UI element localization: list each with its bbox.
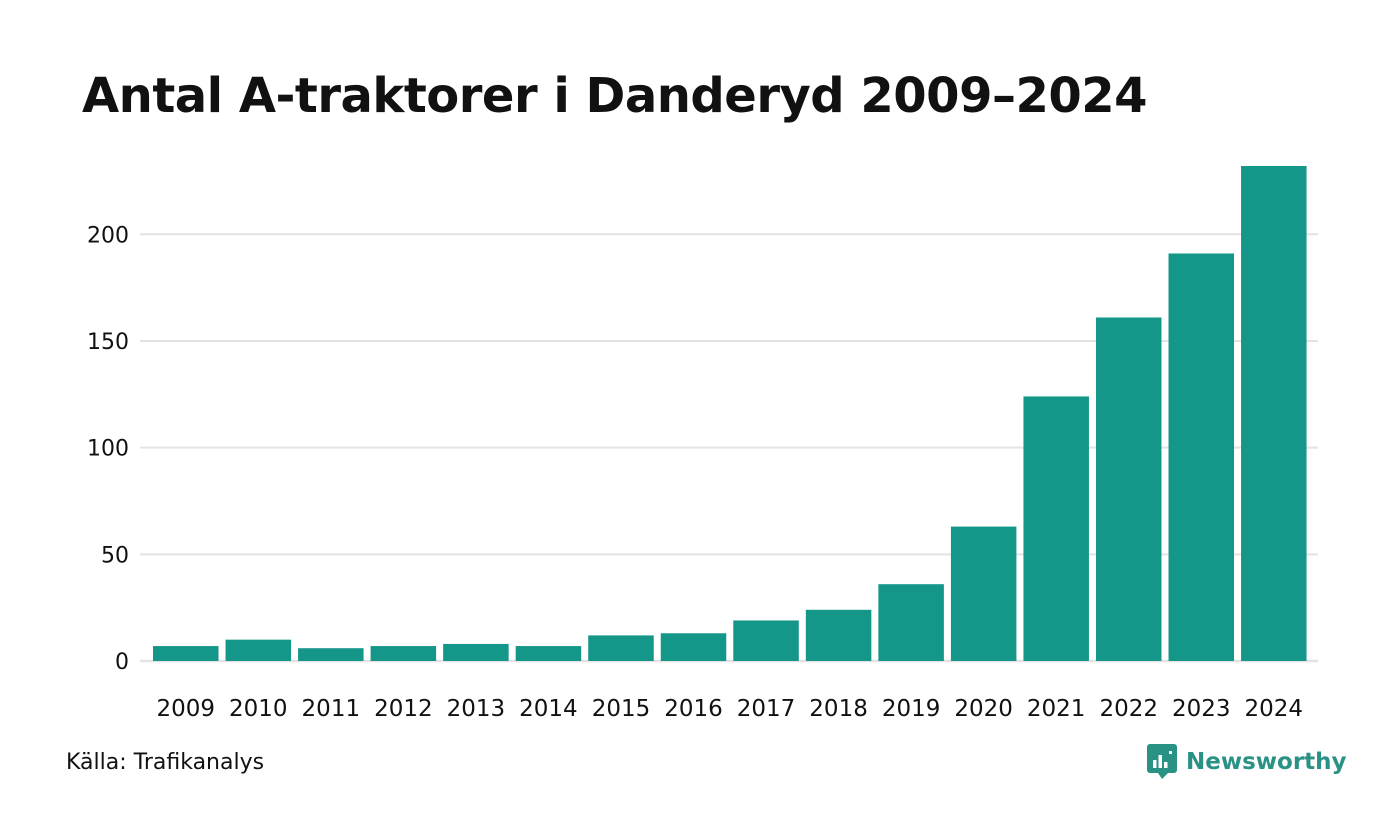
x-tick-label: 2017 <box>737 696 796 722</box>
bar-2016[interactable] <box>660 633 727 661</box>
x-tick-label: 2014 <box>519 696 578 722</box>
bars <box>153 166 1307 661</box>
x-tick-label: 2022 <box>1099 696 1158 722</box>
brand-logo[interactable]: Newsworthy <box>1147 744 1347 780</box>
bar-2013[interactable] <box>443 643 509 661</box>
bar-2012[interactable] <box>370 646 437 661</box>
brand-name: Newsworthy <box>1186 749 1347 775</box>
x-tick-label: 2024 <box>1245 696 1304 722</box>
bar-2023[interactable] <box>1168 253 1235 661</box>
x-tick-label: 2019 <box>882 696 941 722</box>
x-tick-label: 2023 <box>1172 696 1231 722</box>
chart-title: Antal A-traktorer i Danderyd 2009–2024 <box>82 68 1148 124</box>
bar-2024[interactable] <box>1241 166 1307 661</box>
x-tick-label: 2018 <box>809 696 868 722</box>
y-axis-ticks: 0 50 100 150 200 <box>87 223 129 675</box>
bar-2017[interactable] <box>733 620 799 661</box>
x-tick-label: 2020 <box>954 696 1013 722</box>
x-tick-label: 2010 <box>229 696 288 722</box>
bar-2014[interactable] <box>515 646 582 661</box>
bar-2009[interactable] <box>153 646 219 661</box>
x-tick-label: 2011 <box>302 696 361 722</box>
x-tick-label: 2016 <box>664 696 723 722</box>
x-tick-label: 2009 <box>156 696 215 722</box>
bar-chart: 0 50 100 150 200 2009 2010 2011 2012 2013 2014 201… <box>87 166 1318 722</box>
x-tick-label: 2013 <box>447 696 506 722</box>
y-tick-label: 50 <box>101 543 129 568</box>
bar-2021[interactable] <box>1023 396 1089 661</box>
bar-2011[interactable] <box>298 648 364 661</box>
y-tick-label: 100 <box>87 437 129 462</box>
bar-2015[interactable] <box>588 635 654 661</box>
x-axis-ticks: 2009 2010 2011 2012 2013 2014 2015 2016 2017 2018… <box>156 696 1303 722</box>
bar-2010[interactable] <box>225 639 292 661</box>
bar-2020[interactable] <box>950 526 1017 661</box>
y-tick-label: 150 <box>87 330 129 355</box>
newsworthy-logo-icon <box>1147 744 1177 779</box>
y-tick-label: 0 <box>115 650 129 675</box>
bar-2019[interactable] <box>878 584 944 661</box>
source-note: Källa: Trafikanalys <box>66 750 265 775</box>
bar-2018[interactable] <box>805 609 872 661</box>
x-tick-label: 2015 <box>592 696 651 722</box>
x-tick-label: 2012 <box>374 696 433 722</box>
bar-2022[interactable] <box>1095 317 1162 661</box>
y-tick-label: 200 <box>87 223 129 248</box>
x-tick-label: 2021 <box>1027 696 1086 722</box>
